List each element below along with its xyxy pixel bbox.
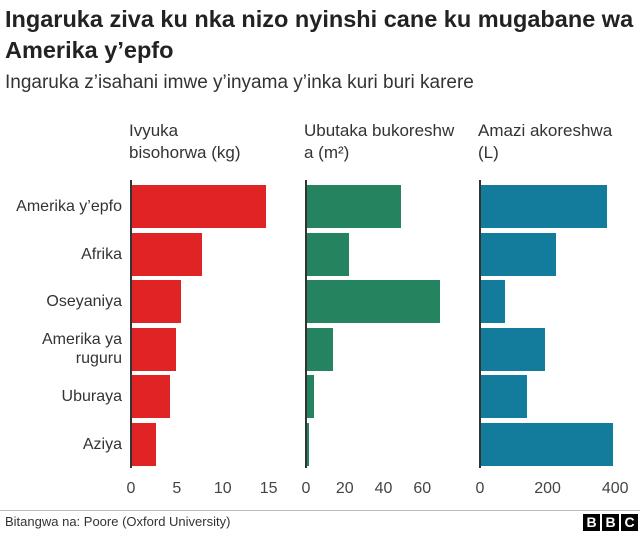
bar	[131, 280, 181, 324]
bar	[480, 375, 527, 419]
x-tick-label: 0	[475, 480, 485, 497]
axis-line	[479, 180, 481, 468]
category-label: Uburaya	[61, 388, 122, 406]
x-tick-label: 400	[601, 480, 629, 497]
axis-line	[130, 180, 132, 468]
chart-title: Ingaruka ziva ku nka nizo nyinshi cane k…	[5, 6, 634, 63]
panel-header: Ivyuka bisohorwa (kg)	[129, 121, 241, 162]
logo-letter: B	[583, 514, 600, 531]
bar	[306, 185, 401, 228]
bar	[131, 327, 176, 371]
x-tick-label: 60	[413, 480, 432, 497]
source: Bitangwa na: Poore (Oxford University)	[5, 514, 231, 529]
x-tick-label: 20	[335, 480, 354, 497]
x-tick-label: 10	[213, 480, 232, 497]
bar	[306, 327, 334, 371]
x-tick-label: 5	[172, 480, 182, 497]
axis-line	[305, 180, 307, 468]
x-tick-label: 40	[374, 480, 393, 497]
bar	[131, 423, 156, 466]
panel-header: Amazi akoreshwa (L)	[478, 121, 613, 162]
bar	[480, 327, 546, 371]
bar	[306, 232, 349, 276]
separator	[0, 510, 640, 511]
category-label: Oseyaniya	[46, 293, 122, 311]
bar	[131, 375, 171, 419]
bar	[131, 185, 266, 228]
logo-letter: C	[621, 514, 638, 531]
logo-letter: B	[602, 514, 619, 531]
x-tick-label: 0	[301, 480, 311, 497]
category-label: Afrika	[81, 245, 122, 263]
bar	[306, 375, 314, 419]
bar	[306, 280, 440, 324]
chart-subtitle: Ingaruka z’isahani imwe y’inyama y’inka …	[5, 72, 474, 93]
x-tick-label: 0	[126, 480, 136, 497]
panel-header: Ubutaka bukoreshwa (m²)	[304, 121, 455, 162]
bar	[480, 280, 506, 324]
bar	[480, 232, 557, 276]
bar	[480, 423, 614, 466]
category-label: Amerika ya ruguru	[41, 331, 122, 368]
bar	[131, 232, 202, 276]
category-label: Aziya	[82, 436, 122, 453]
bar	[306, 423, 309, 466]
category-label: Amerika y’epfo	[16, 198, 122, 215]
x-tick-label: 200	[534, 480, 561, 497]
bar	[480, 185, 608, 228]
x-tick-label: 15	[259, 480, 278, 497]
